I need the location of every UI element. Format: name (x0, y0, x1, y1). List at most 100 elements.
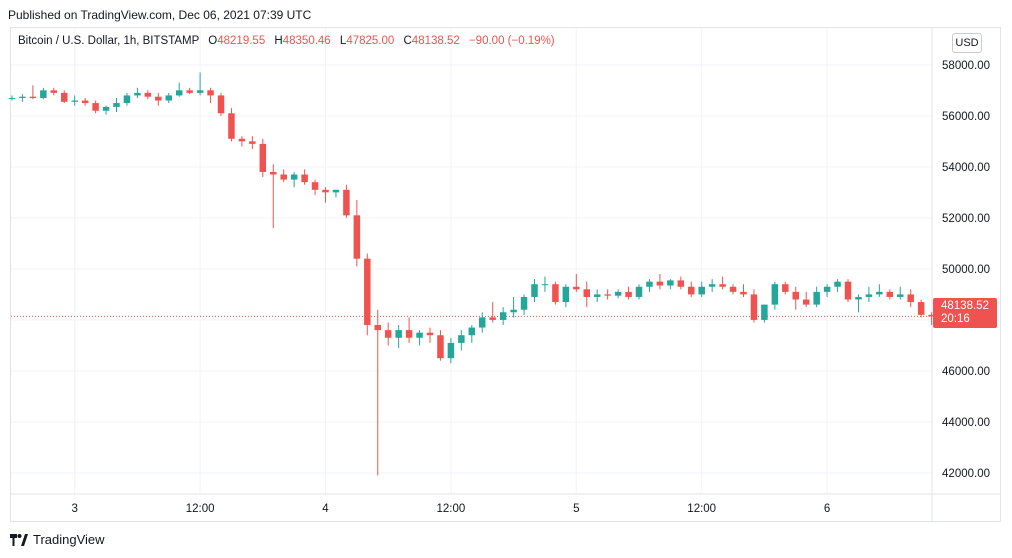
candle (259, 138, 267, 178)
candle (50, 87, 58, 96)
candle (897, 286, 904, 300)
candle (29, 85, 37, 100)
candle (374, 309, 381, 476)
x-tick-label: 12:00 (687, 503, 716, 515)
candle-body (228, 113, 235, 139)
candle (667, 279, 674, 290)
candle (353, 200, 361, 267)
candle (635, 284, 643, 300)
candle-body (625, 291, 632, 297)
candle (604, 289, 611, 300)
candle-body (175, 90, 183, 96)
candle (688, 281, 695, 297)
candle-body (8, 97, 16, 99)
last-price-tag: 48138.52 20:16 (933, 298, 997, 328)
candle-body (917, 302, 925, 315)
candle-body (897, 294, 904, 297)
x-tick-label: 12:00 (186, 503, 215, 515)
candle-body (802, 299, 810, 305)
candle-body (343, 189, 350, 216)
candle (19, 94, 26, 102)
grid-lines (11, 28, 932, 494)
candle-body (479, 317, 486, 328)
axes: 42000.0044000.0046000.0048000.0050000.00… (11, 28, 1000, 521)
candle (573, 274, 580, 292)
candle-body (217, 95, 225, 114)
candle (531, 279, 538, 303)
candle (384, 322, 392, 346)
open-value: 48219.55 (217, 35, 266, 47)
candle (625, 286, 632, 300)
candle-body (865, 294, 873, 297)
candle (71, 95, 78, 106)
candle-body (249, 141, 256, 144)
candle (656, 274, 664, 290)
x-tick-label: 4 (322, 503, 329, 515)
candle (907, 289, 914, 308)
candle (729, 284, 737, 295)
x-tick-label: 12:00 (437, 503, 466, 515)
candle (270, 164, 277, 229)
candle-body (541, 284, 549, 286)
x-tick-label: 3 (71, 503, 77, 515)
candle (740, 284, 747, 297)
candle-body (499, 312, 507, 320)
candle (238, 136, 246, 147)
open-label: O (208, 35, 218, 47)
candle (708, 279, 716, 292)
candle-body (447, 342, 455, 359)
candle-body (40, 90, 47, 98)
last-price-value: 48138.52 (941, 300, 989, 312)
candle (583, 281, 590, 308)
candle-body (489, 317, 496, 320)
candle-body (761, 304, 768, 320)
candle-body (635, 286, 643, 297)
candle-body (782, 284, 789, 292)
candle-body (113, 103, 120, 107)
candle-body (468, 327, 476, 336)
candle (865, 286, 873, 303)
y-tick-label: 44000.00 (942, 417, 990, 429)
candle (698, 281, 705, 297)
candle-body (426, 332, 434, 336)
candle-body (301, 174, 308, 183)
candle (677, 276, 685, 290)
candle (81, 97, 89, 106)
candle-body (562, 286, 570, 303)
candle-body (646, 281, 653, 287)
candle-body (729, 286, 737, 292)
candle (520, 294, 528, 315)
candle-body (928, 314, 935, 317)
candle-body (123, 95, 131, 104)
candle (290, 171, 298, 188)
candle-body (416, 332, 423, 338)
candle (405, 317, 413, 343)
candle-body (186, 90, 193, 93)
candle (499, 307, 507, 326)
candle (876, 284, 883, 297)
close-value: 48138.52 (411, 35, 460, 47)
candle-body (719, 284, 726, 287)
candle-body (614, 291, 622, 296)
candle (175, 82, 183, 97)
currency-button[interactable]: USD (952, 33, 982, 53)
candle-body (322, 189, 329, 193)
candle (468, 325, 476, 343)
candle-body (520, 296, 528, 310)
bar-countdown: 20:16 (941, 313, 970, 325)
candle (228, 108, 235, 142)
candle-body (667, 280, 674, 286)
candle-body (332, 189, 340, 193)
candle (646, 279, 653, 292)
candle (489, 302, 496, 323)
candle (761, 304, 768, 323)
candle-body (823, 286, 831, 292)
candle-body (102, 106, 110, 111)
candle (823, 284, 831, 297)
candle-body (573, 286, 580, 290)
candle (750, 289, 758, 323)
candle-body (155, 96, 162, 101)
candle (123, 92, 131, 106)
candle-body (698, 286, 705, 295)
